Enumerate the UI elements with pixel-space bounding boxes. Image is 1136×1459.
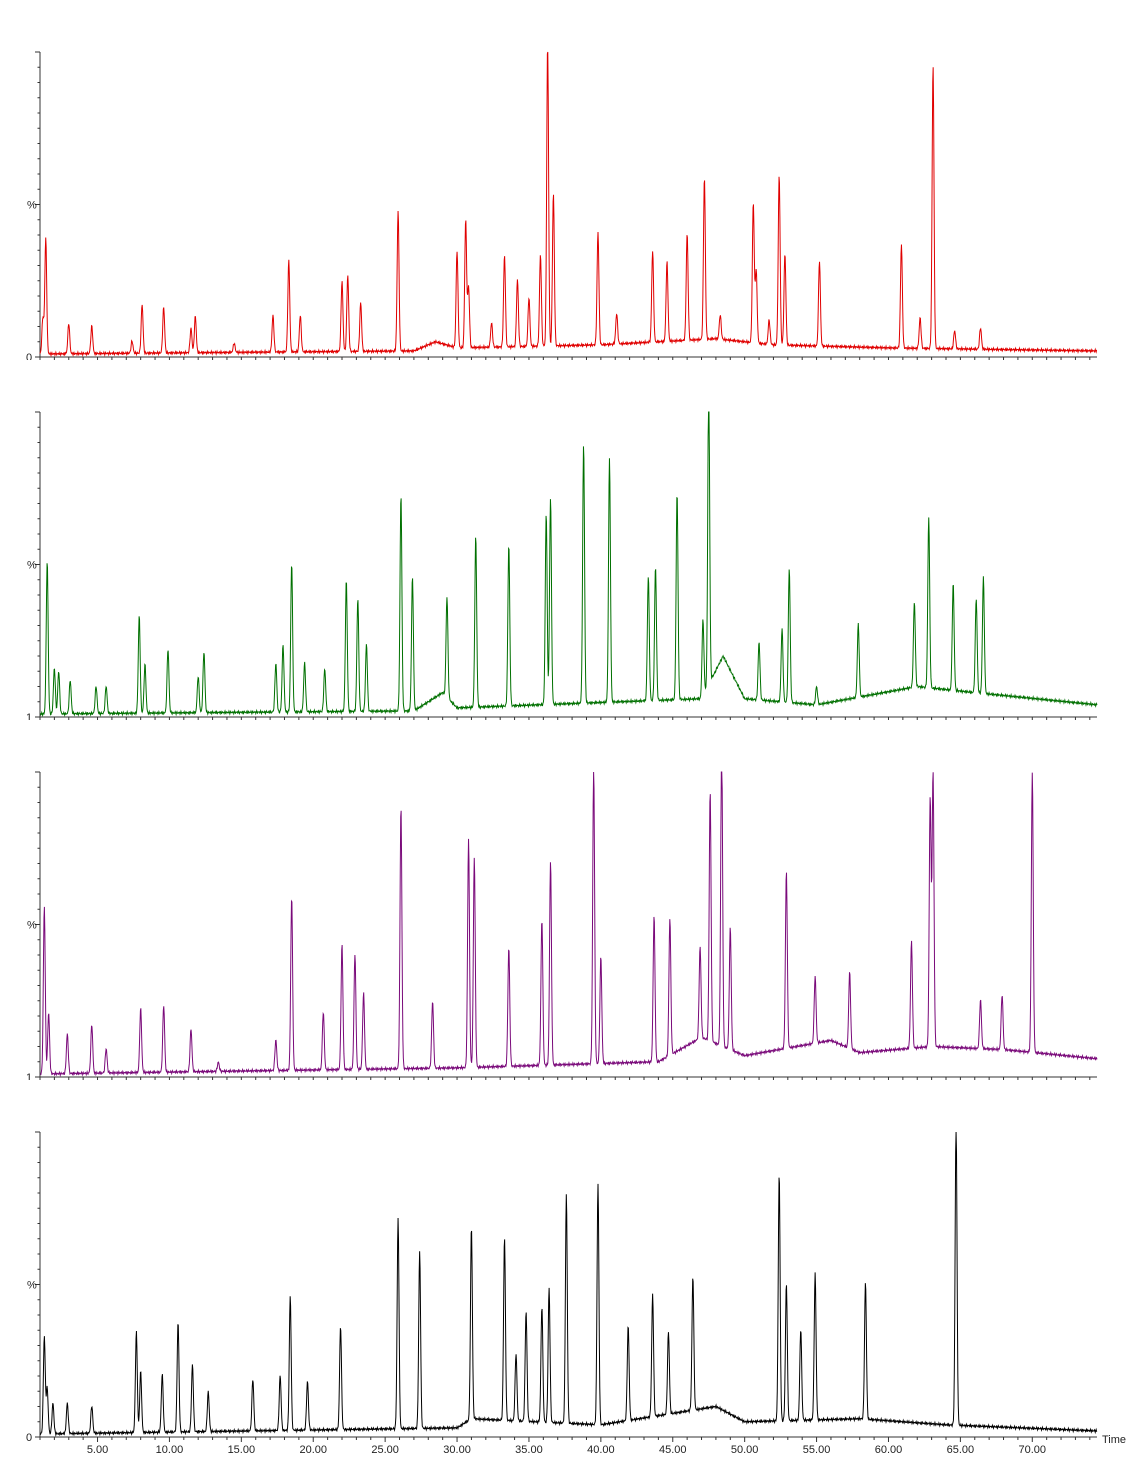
x-tick-label: 50.00: [731, 1444, 759, 1456]
y-axis-percent-label: %: [27, 560, 37, 572]
x-tick-label: 5.00: [87, 1444, 108, 1456]
x-tick-label: 45.00: [659, 1444, 687, 1456]
x-tick-label: 40.00: [587, 1444, 615, 1456]
x-tick-label: 15.00: [228, 1444, 256, 1456]
chromatogram-panel-green: %15.0010.0015.0020.0025.0030.0035.0040.0…: [26, 411, 1098, 720]
chromatogram-trace: [39, 771, 1098, 1078]
chromatogram-panel-black: % 0 5.00 10.00 15.00 20.00 25.00 30.00 35.00 40.0…: [26, 1131, 1126, 1456]
y-axis-percent-label: %: [27, 200, 37, 212]
x-tick-label: 10.00: [156, 1444, 184, 1456]
x-tick-label: 55.00: [803, 1444, 831, 1456]
chromatogram-panel-purple: %15.0010.0015.0020.0025.0030.0035.0040.0…: [26, 771, 1098, 1080]
chromatogram-trace: [39, 51, 1098, 358]
x-tick-label: 65.00: [947, 1444, 975, 1456]
x-tick-label: 70.00: [1019, 1444, 1047, 1456]
y-axis-baseline-label: 0: [26, 352, 32, 360]
x-tick-label: 60.00: [875, 1444, 903, 1456]
x-tick-label: 20.00: [299, 1444, 327, 1456]
chromatogram-panel-red: %05.0010.0015.0020.0025.0030.0035.0040.0…: [26, 51, 1098, 360]
y-axis-percent-label: %: [27, 920, 37, 932]
y-axis-percent-label: %: [27, 1280, 37, 1292]
y-axis-baseline-label: 1: [26, 712, 32, 720]
chromatogram-trace: [39, 411, 1098, 718]
y-axis-baseline-label: 1: [26, 1072, 32, 1080]
x-axis-title: Time: [1102, 1434, 1126, 1446]
x-tick-label: 25.00: [371, 1444, 399, 1456]
x-tick-label: 35.00: [515, 1444, 543, 1456]
x-tick-label: 30.00: [443, 1444, 471, 1456]
chromatogram-trace: [39, 1131, 1098, 1437]
y-axis-baseline-label: 0: [26, 1432, 32, 1444]
